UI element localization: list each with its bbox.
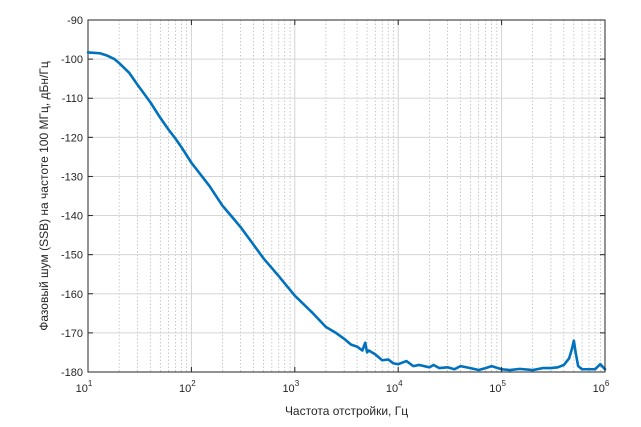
y-tick-label: -120 — [61, 132, 83, 144]
series-layer — [88, 52, 605, 370]
major-grid — [88, 20, 605, 372]
x-tick-label: 104 — [386, 379, 403, 395]
y-tick-label: -150 — [61, 250, 83, 262]
y-tick-label: -180 — [61, 367, 83, 379]
x-tick-label: 106 — [593, 379, 610, 395]
x-axis-label: Частота отстройки, Гц — [285, 404, 408, 418]
y-axis-ticks: -90 -100 -110 -120 -130 -140 -150 -160 -170 -180 — [61, 15, 605, 379]
y-axis-label: Фазовый шум (SSB) на частоте 100 МГц, дБ… — [37, 61, 51, 331]
y-tick-label: -100 — [61, 54, 83, 66]
x-tick-label: 103 — [282, 379, 299, 395]
x-tick-label: 102 — [179, 379, 196, 395]
y-tick-label: -130 — [61, 171, 83, 183]
y-tick-label: -170 — [61, 328, 83, 340]
y-tick-label: -140 — [61, 211, 83, 223]
plot-frame — [88, 20, 605, 372]
phase-noise-series-line — [88, 52, 605, 370]
y-tick-label: -110 — [62, 93, 83, 105]
y-tick-label: -90 — [67, 15, 83, 27]
x-tick-label: 101 — [76, 379, 93, 395]
x-tick-label: 105 — [489, 379, 506, 395]
y-tick-label: -160 — [61, 289, 83, 301]
